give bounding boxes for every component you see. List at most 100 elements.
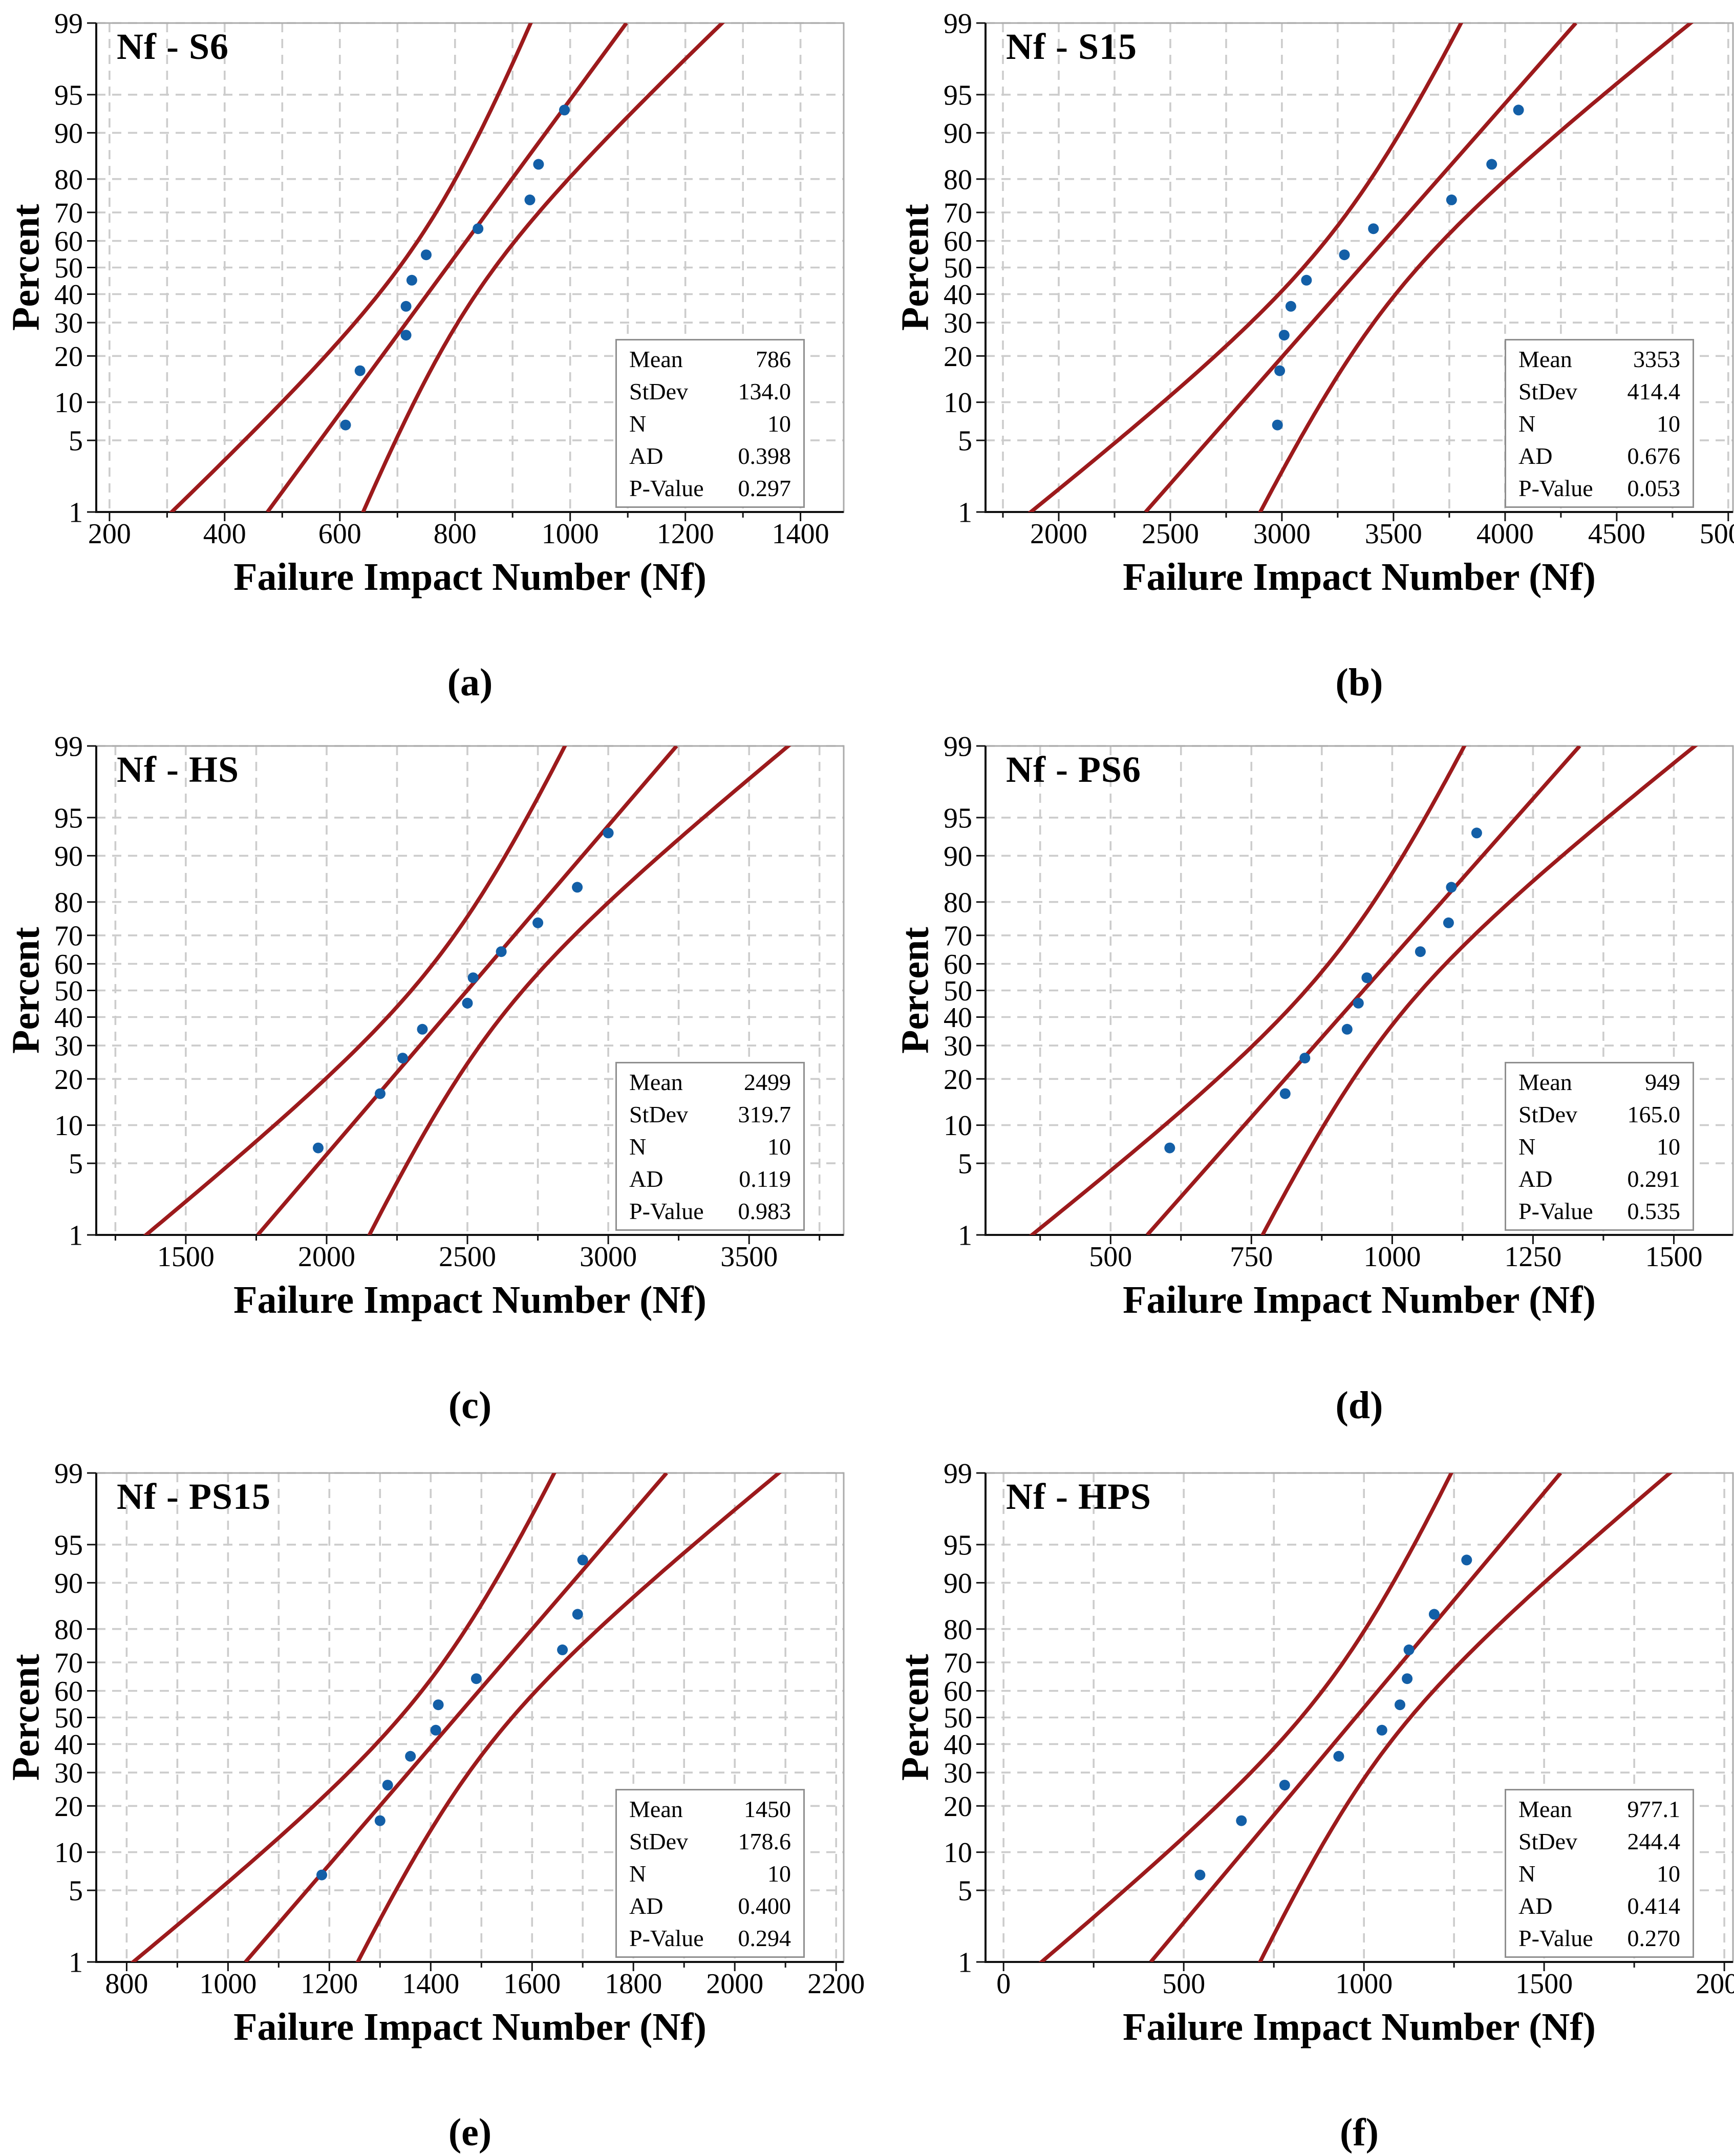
stats-row: P-Value 0.535 xyxy=(1518,1198,1680,1224)
data-point xyxy=(577,1554,588,1566)
svg-text:1500: 1500 xyxy=(1645,1241,1703,1273)
ci-upper-curve xyxy=(1258,23,1694,512)
svg-text:1400: 1400 xyxy=(402,1968,459,2000)
axis-ticks xyxy=(87,745,821,1244)
subfigure-label: (c) xyxy=(448,1384,492,1427)
svg-text:90: 90 xyxy=(944,1568,972,1599)
svg-text:40: 40 xyxy=(54,1729,83,1761)
subfigure-label: (f) xyxy=(1340,2111,1379,2154)
data-point xyxy=(430,1724,441,1736)
stats-row: StDev 319.7 xyxy=(629,1101,791,1127)
svg-text:30: 30 xyxy=(944,1031,972,1062)
fit-line xyxy=(1144,23,1577,512)
x-axis-label: Failure Impact Number (Nf) xyxy=(1123,556,1596,599)
svg-text:30: 30 xyxy=(54,308,83,339)
plot-b: 2000 2500 3000 3500 4000 4500 5000 1 5 10 20304050… xyxy=(944,8,1734,550)
subfigure-label: (d) xyxy=(1335,1384,1383,1427)
svg-text:90: 90 xyxy=(944,118,972,150)
fit-and-ci-curves xyxy=(1038,1473,1673,1962)
data-point xyxy=(603,827,614,839)
axis-ticks xyxy=(976,745,1675,1244)
cell-e: Nf - PS15 Percent Failure Impact Number … xyxy=(0,1450,870,2156)
svg-text:40: 40 xyxy=(944,279,972,311)
data-point xyxy=(1278,330,1290,341)
axis-ticks xyxy=(976,1472,1725,1971)
data-point xyxy=(382,1780,393,1791)
plot-e: 800 1000 1200 1400 1600 1800 2000 2200 1 5 10 20304… xyxy=(54,1458,865,2000)
svg-text:50: 50 xyxy=(54,1702,83,1734)
data-point xyxy=(1272,419,1283,431)
svg-text:1: 1 xyxy=(69,497,83,529)
svg-text:5: 5 xyxy=(958,1148,972,1180)
svg-text:3000: 3000 xyxy=(1253,518,1311,550)
svg-text:5: 5 xyxy=(69,425,83,457)
svg-text:3500: 3500 xyxy=(720,1241,778,1273)
ci-lower-curve xyxy=(1027,23,1464,512)
cell-a: Nf - S6 Percent Failure Impact Number (N… xyxy=(0,0,870,719)
svg-text:1: 1 xyxy=(958,1220,972,1252)
data-point xyxy=(417,1023,428,1035)
data-point xyxy=(1301,274,1312,286)
svg-text:20: 20 xyxy=(944,1791,972,1823)
svg-text:1250: 1250 xyxy=(1504,1241,1561,1273)
data-point xyxy=(316,1869,327,1881)
stats-row: AD 0.414 xyxy=(1518,1893,1680,1919)
stats-row: N 10 xyxy=(1518,1134,1680,1160)
svg-text:95: 95 xyxy=(54,80,83,112)
svg-text:5: 5 xyxy=(69,1875,83,1907)
svg-text:5: 5 xyxy=(958,1875,972,1907)
svg-text:50: 50 xyxy=(944,975,972,1007)
svg-text:70: 70 xyxy=(944,1648,972,1679)
data-point xyxy=(1279,1088,1291,1099)
svg-text:1000: 1000 xyxy=(1363,1241,1421,1273)
tick-labels: 200 400 600 800 1000 1200 1400 1 5 10 203040506070… xyxy=(54,8,829,550)
data-point xyxy=(1285,301,1296,312)
svg-text:50: 50 xyxy=(944,252,972,284)
svg-text:40: 40 xyxy=(54,279,83,311)
svg-text:99: 99 xyxy=(54,731,83,763)
svg-text:99: 99 xyxy=(54,1458,83,1490)
fit-and-ci-curves xyxy=(169,23,725,512)
x-axis-label: Failure Impact Number (Nf) xyxy=(233,2005,707,2048)
ci-lower-curve xyxy=(1038,1473,1454,1962)
svg-text:70: 70 xyxy=(54,921,83,952)
svg-text:1500: 1500 xyxy=(1515,1968,1573,2000)
svg-text:90: 90 xyxy=(54,118,83,150)
data-point xyxy=(496,946,507,957)
svg-text:60: 60 xyxy=(944,949,972,980)
data-points xyxy=(1164,827,1482,1154)
data-point xyxy=(397,1053,408,1064)
svg-text:99: 99 xyxy=(54,8,83,40)
fit-line xyxy=(244,1473,668,1962)
svg-text:70: 70 xyxy=(54,1648,83,1679)
stats-row: P-Value 0.294 xyxy=(629,1925,791,1951)
stats-box: Mean 3353 StDev 414.4 N 10 AD 0.676 P-Value 0… xyxy=(1505,339,1694,508)
svg-text:4500: 4500 xyxy=(1588,518,1645,550)
stats-row: AD 0.676 xyxy=(1518,443,1680,469)
y-axis-label: Percent xyxy=(4,1654,48,1781)
data-point xyxy=(421,249,432,261)
svg-text:10: 10 xyxy=(944,1837,972,1869)
svg-text:1: 1 xyxy=(69,1947,83,1979)
data-point xyxy=(524,194,536,205)
svg-text:80: 80 xyxy=(54,1614,83,1646)
y-axis-label: Percent xyxy=(4,927,48,1054)
y-axis-label: Percent xyxy=(893,927,937,1054)
data-points xyxy=(316,1554,588,1881)
fit-and-ci-curves xyxy=(130,1473,782,1962)
stats-row: StDev 178.6 xyxy=(629,1828,791,1854)
stats-box: Mean 977.1 StDev 244.4 N 10 AD 0.414 P-Value… xyxy=(1505,1789,1694,1958)
svg-text:200: 200 xyxy=(88,518,131,550)
data-point xyxy=(1446,882,1457,893)
data-point xyxy=(405,1751,416,1762)
data-point xyxy=(532,917,544,928)
svg-text:800: 800 xyxy=(105,1968,148,2000)
svg-text:750: 750 xyxy=(1230,1241,1273,1273)
data-points xyxy=(340,104,570,431)
svg-text:1200: 1200 xyxy=(301,1968,358,2000)
ci-lower-curve xyxy=(169,23,533,512)
svg-text:40: 40 xyxy=(944,1002,972,1034)
data-point xyxy=(1486,159,1497,170)
